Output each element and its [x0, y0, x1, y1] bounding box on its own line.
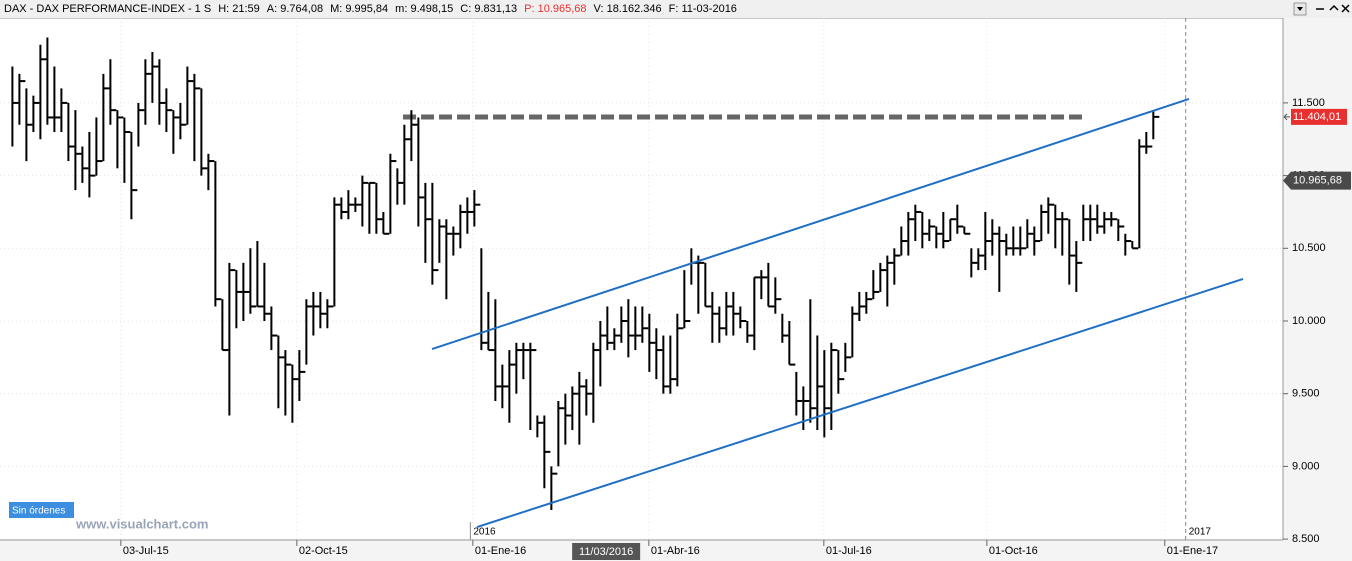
y-tick-label: 8.500 [1292, 533, 1320, 545]
trend-line [476, 278, 1244, 528]
header-item: P: 10.965,68 [524, 3, 587, 15]
y-axis-panel [1283, 18, 1352, 561]
x-axis-panel [0, 540, 1352, 561]
header-item: H: 21:59 [218, 3, 260, 15]
x-tick-label: 01-Ene-17 [1167, 545, 1218, 557]
x-tick-label: 01-Abr-16 [651, 545, 700, 557]
trend-line [431, 98, 1190, 351]
button-close[interactable] [1341, 4, 1350, 13]
ref-price-tag [1283, 171, 1351, 190]
header-item: A: 9.764,08 [266, 3, 324, 15]
x-tick-label: 01-Jul-16 [826, 545, 872, 557]
y-tick-label: 9.500 [1292, 388, 1320, 400]
header-item: F: 11-03-2016 [668, 3, 737, 15]
x-tick-label: 02-Oct-15 [299, 545, 348, 557]
year-label: 2017 [1189, 527, 1212, 538]
header-item: DAX - DAX PERFORMANCE-INDEX - 1 S [4, 3, 212, 15]
button-maximize[interactable] [1329, 4, 1339, 11]
chart: Sin órdenes www.visualchart.com 8.500 9.0… [0, 18, 1352, 561]
window-buttons [1293, 2, 1350, 16]
cursor-date-box [572, 543, 641, 560]
last-price-arrow [1283, 113, 1290, 121]
watermark: www.visualchart.com [75, 516, 208, 531]
x-tick-label: 01-Oct-16 [989, 545, 1038, 557]
x-tick-label: 03-Jul-15 [123, 545, 169, 557]
header-item: M: 9.995,84 [330, 3, 389, 15]
y-tick-label: 9.000 [1292, 460, 1320, 472]
orders-box[interactable] [9, 502, 74, 518]
header-item: V: 18.162.346 [593, 3, 662, 15]
icon [1297, 7, 1303, 11]
header: DAX - DAX PERFORMANCE-INDEX - 1 S H: 21:5… [0, 0, 1352, 19]
last-price-tag [1291, 108, 1347, 125]
header-item: C: 9.831,13 [460, 3, 518, 15]
y-tick-label: 11.500 [1292, 97, 1325, 109]
year-label: 2016 [473, 527, 496, 538]
orders-label: Sin órdenes [12, 506, 65, 517]
cursor-date-label: 11/03/2016 [579, 546, 633, 558]
x-tick-label: 01-Ene-16 [475, 545, 526, 557]
y-tick-label: 10.500 [1292, 242, 1326, 254]
ref-price-label: 10.965,68 [1293, 175, 1342, 187]
y-tick-label: 10.000 [1292, 315, 1326, 327]
header-item: m: 9.498,15 [395, 3, 454, 15]
last-price-label: 11.404,01 [1293, 111, 1341, 123]
